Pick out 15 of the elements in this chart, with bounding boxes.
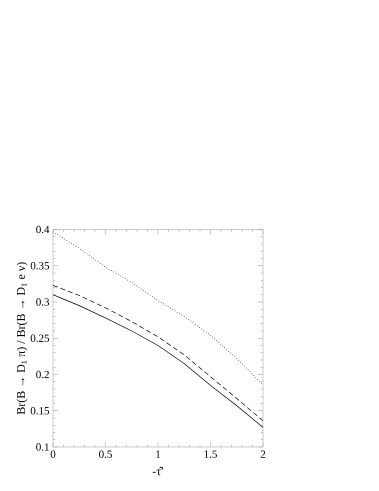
y-tick-label: 0.4 (36, 226, 50, 234)
y-tick-label: 0.25 (30, 334, 50, 342)
y-tick-label: 0.3 (36, 298, 50, 306)
x-tick-label: 1.5 (204, 450, 217, 458)
line-series (53, 231, 263, 385)
x-tick-label: 0 (50, 450, 56, 458)
y-tick-label: 0.15 (30, 407, 50, 414)
y-tick-label: 0.1 (36, 443, 49, 451)
x-tick-label: 2 (260, 450, 266, 458)
y-tick-label: 0.35 (30, 262, 50, 270)
x-axis-title: -τ̂′ (152, 466, 164, 476)
x-tick-label: 1 (156, 450, 160, 458)
x-tick-label: 0.5 (99, 450, 112, 458)
y-tick-label: 0.2 (36, 370, 49, 378)
y-axis-title: Br(B → D$_{1}$ π) / Br(B → D$_{1}$ e ν) (16, 262, 28, 414)
